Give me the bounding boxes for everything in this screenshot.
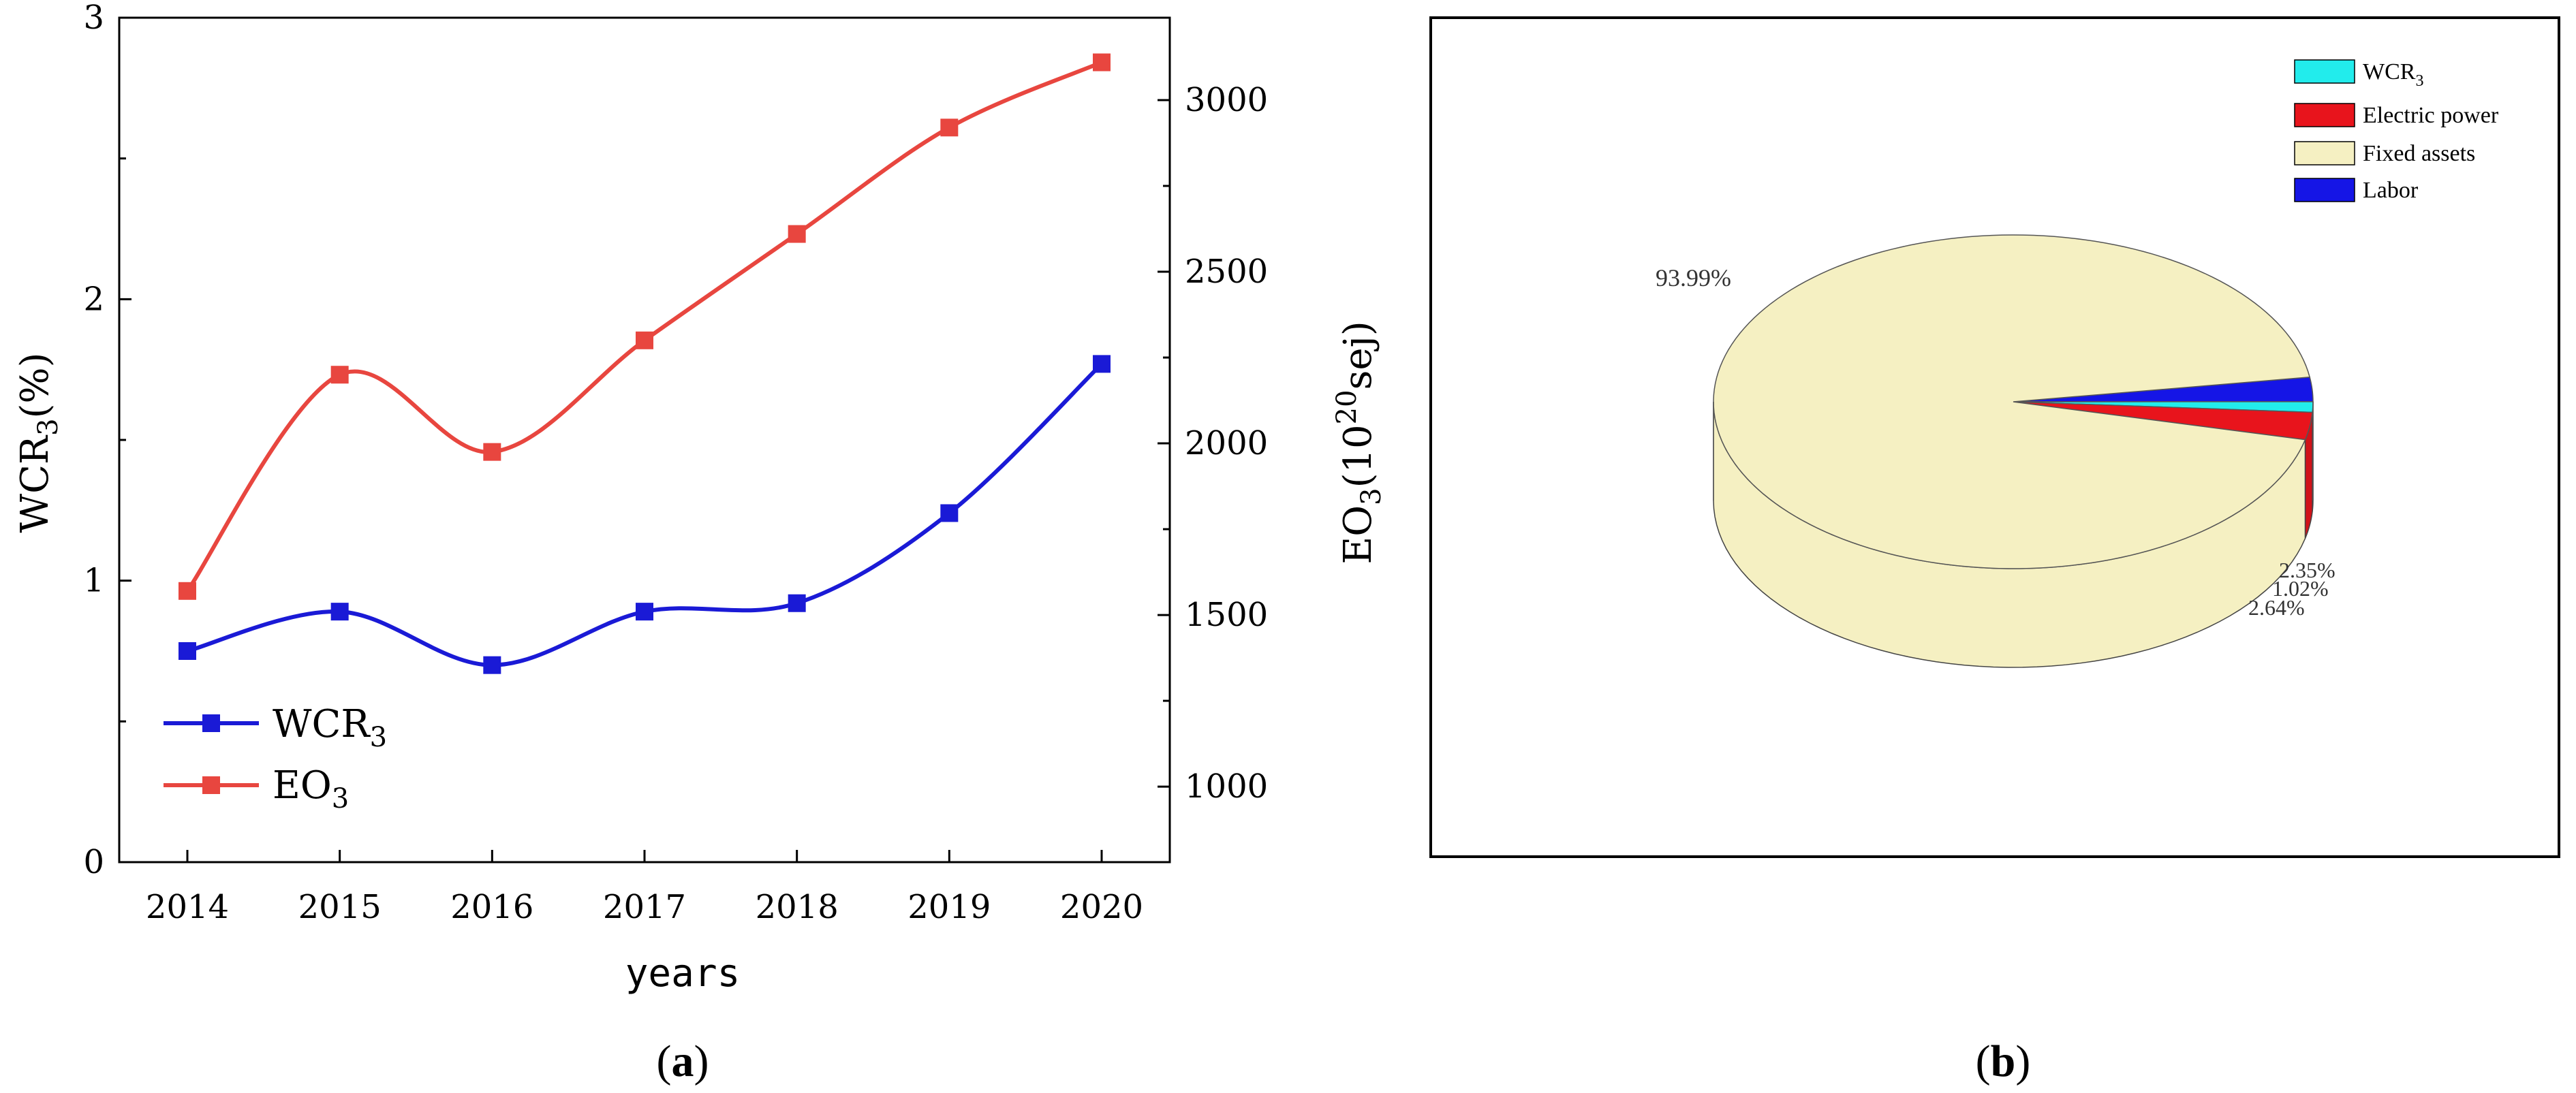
- x-tick-label: 2020: [1060, 888, 1143, 926]
- series-lines: [179, 53, 1111, 674]
- right-tick-label: 1000: [1185, 767, 1268, 806]
- left-axis-ticks: 0 1 2 3: [83, 0, 131, 881]
- pie-legend-label-electric: Electric power: [2363, 103, 2499, 128]
- data-point-wcr: [330, 603, 349, 621]
- right-axis-title: EO3(1020sej): [1331, 321, 1387, 564]
- left-tick-label: 3: [83, 0, 104, 37]
- data-point-eo: [179, 582, 196, 600]
- pie-frame: [1429, 16, 2560, 858]
- series-line-eo: [185, 60, 1103, 592]
- x-axis-ticks: 2014 2015 2016 2017 2018 2019 2020: [146, 850, 1143, 926]
- left-tick-label: 2: [83, 280, 104, 318]
- data-point-wcr: [636, 603, 653, 621]
- x-tick-label: 2016: [450, 888, 533, 926]
- pie-label-fixed-assets: 93.99%: [1656, 264, 1731, 291]
- data-point-wcr: [788, 594, 806, 612]
- data-point-wcr: [940, 504, 959, 522]
- legend-marker-wcr: [202, 714, 220, 732]
- left-tick-label: 0: [83, 843, 104, 881]
- right-tick-label: 2000: [1185, 424, 1268, 462]
- right-axis-ticks: 1000 1500 2000 2500 3000: [1158, 81, 1268, 806]
- pie-slice-fixed-assets: [1713, 234, 2311, 569]
- pie-legend-label-labor: Labor: [2363, 178, 2419, 203]
- data-point-eo: [330, 366, 349, 384]
- pie-label-electric: 2.64%: [2248, 595, 2305, 620]
- x-tick-label: 2014: [146, 888, 229, 926]
- right-tick-label: 2500: [1185, 253, 1268, 291]
- data-point-eo: [788, 225, 806, 243]
- data-point-eo: [636, 331, 653, 349]
- x-tick-label: 2018: [756, 888, 839, 926]
- pie-legend-swatch-wcr: [2294, 59, 2355, 84]
- data-point-wcr: [483, 656, 501, 674]
- pie-legend-swatch-electric: [2294, 103, 2355, 127]
- right-tick-label: 1500: [1185, 596, 1268, 634]
- pie-legend-label-fixed: Fixed assets: [2363, 141, 2475, 166]
- left-tick-label: 1: [83, 562, 104, 600]
- pie-legend-label-wcr: WCR3: [2363, 59, 2423, 90]
- panel-label-a: (a): [657, 1036, 709, 1086]
- right-tick-label: 3000: [1185, 81, 1268, 119]
- panel-label-b: (b): [1976, 1036, 2031, 1086]
- legend-label-wcr: WCR3: [273, 702, 387, 753]
- legend-label-eo: EO3: [273, 763, 349, 814]
- data-point-eo: [940, 118, 959, 137]
- pie-label-wcr: 1.02%: [2272, 576, 2329, 601]
- x-tick-label: 2015: [298, 888, 382, 926]
- pie-label-labor: 2.35%: [2279, 558, 2336, 582]
- x-axis-title: years: [625, 951, 741, 996]
- data-point-wcr: [1093, 355, 1111, 373]
- line-legend: WCR3 EO3: [164, 702, 387, 814]
- data-point-eo: [1093, 53, 1111, 72]
- legend-marker-eo: [202, 776, 220, 794]
- data-point-eo: [483, 443, 501, 461]
- x-tick-label: 2019: [907, 888, 991, 926]
- pie-chart-panel: WCR3 Electric power Fixed assets Labor 9…: [1429, 16, 2560, 1086]
- pie-chart: [1713, 234, 2314, 668]
- left-axis-title: WCR3(%): [13, 353, 64, 533]
- pie-legend-swatch-labor: [2294, 178, 2355, 202]
- pie-legend-swatch-fixed: [2294, 141, 2355, 165]
- x-tick-label: 2017: [603, 888, 686, 926]
- pie-legend: WCR3 Electric power Fixed assets Labor: [2294, 59, 2499, 203]
- data-point-wcr: [179, 642, 196, 660]
